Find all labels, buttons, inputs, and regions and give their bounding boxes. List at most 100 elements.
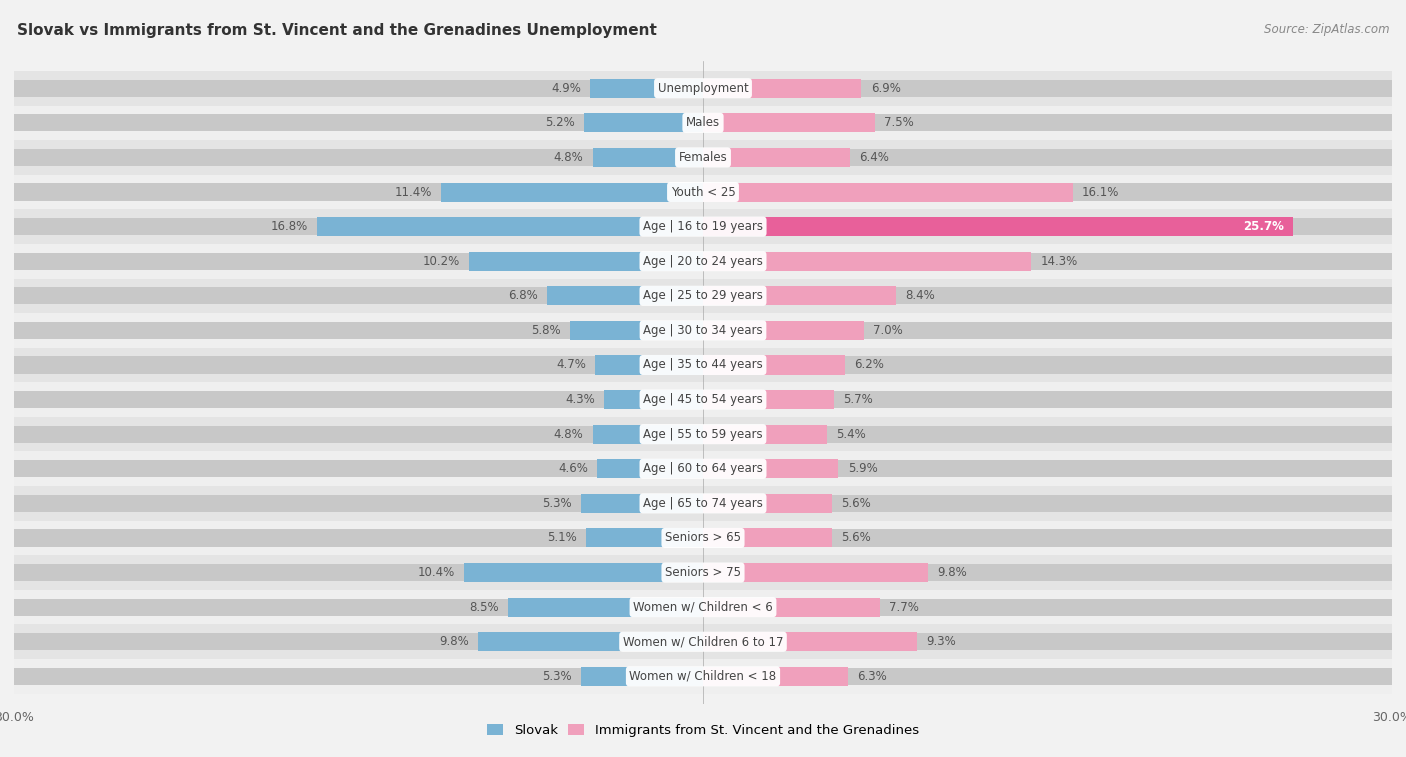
Bar	[703, 391, 1392, 408]
Bar	[14, 357, 703, 373]
Bar	[14, 218, 703, 235]
Bar	[583, 114, 703, 132]
Bar	[14, 486, 1392, 521]
Text: 9.3%: 9.3%	[925, 635, 956, 648]
Text: Age | 45 to 54 years: Age | 45 to 54 years	[643, 393, 763, 406]
Text: 5.2%: 5.2%	[544, 117, 575, 129]
Text: 10.4%: 10.4%	[418, 566, 456, 579]
Text: 8.5%: 8.5%	[470, 600, 499, 614]
Bar	[703, 251, 1032, 271]
Bar	[14, 382, 1392, 417]
Bar	[703, 460, 1392, 478]
Bar	[703, 356, 845, 375]
Text: 6.3%: 6.3%	[856, 670, 887, 683]
Bar	[508, 597, 703, 617]
Bar	[591, 79, 703, 98]
Bar	[14, 149, 703, 166]
Bar	[605, 390, 703, 409]
Text: 9.8%: 9.8%	[938, 566, 967, 579]
Bar	[703, 183, 1392, 201]
Bar	[586, 528, 703, 547]
Text: Males: Males	[686, 117, 720, 129]
Bar	[14, 183, 703, 201]
Bar	[14, 495, 703, 512]
Bar	[593, 148, 703, 167]
Text: 6.8%: 6.8%	[508, 289, 537, 302]
Bar	[703, 390, 834, 409]
Bar	[703, 529, 1392, 547]
Bar	[14, 105, 1392, 140]
Text: 25.7%: 25.7%	[1243, 220, 1284, 233]
Text: Age | 20 to 24 years: Age | 20 to 24 years	[643, 254, 763, 268]
Text: 5.3%: 5.3%	[543, 497, 572, 510]
Bar	[703, 459, 838, 478]
Bar	[14, 279, 1392, 313]
Text: 5.6%: 5.6%	[841, 497, 870, 510]
Bar	[703, 633, 1392, 650]
Bar	[703, 286, 896, 305]
Bar	[598, 459, 703, 478]
Bar	[14, 460, 703, 478]
Bar	[14, 555, 1392, 590]
Bar	[14, 140, 1392, 175]
Bar	[14, 347, 1392, 382]
Text: 6.4%: 6.4%	[859, 151, 889, 164]
Text: Slovak vs Immigrants from St. Vincent and the Grenadines Unemployment: Slovak vs Immigrants from St. Vincent an…	[17, 23, 657, 38]
Text: 6.9%: 6.9%	[870, 82, 900, 95]
Text: 4.3%: 4.3%	[565, 393, 595, 406]
Text: 4.8%: 4.8%	[554, 151, 583, 164]
Bar	[593, 425, 703, 444]
Bar	[14, 114, 703, 132]
Bar	[703, 322, 1392, 339]
Bar	[14, 529, 703, 547]
Text: Source: ZipAtlas.com: Source: ZipAtlas.com	[1264, 23, 1389, 36]
Bar	[441, 182, 703, 201]
Text: 4.9%: 4.9%	[551, 82, 581, 95]
Bar	[547, 286, 703, 305]
Bar	[703, 321, 863, 340]
Bar	[14, 659, 1392, 693]
Text: Women w/ Children < 18: Women w/ Children < 18	[630, 670, 776, 683]
Bar	[14, 391, 703, 408]
Bar	[703, 495, 1392, 512]
Text: 5.7%: 5.7%	[844, 393, 873, 406]
Bar	[581, 667, 703, 686]
Text: 5.3%: 5.3%	[543, 670, 572, 683]
Text: 5.8%: 5.8%	[531, 324, 561, 337]
Text: 5.9%: 5.9%	[848, 463, 877, 475]
Text: 4.7%: 4.7%	[555, 359, 586, 372]
Text: Age | 55 to 59 years: Age | 55 to 59 years	[643, 428, 763, 441]
Bar	[703, 79, 862, 98]
Text: Youth < 25: Youth < 25	[671, 185, 735, 198]
Bar	[478, 632, 703, 651]
Bar	[703, 668, 1392, 685]
Bar	[703, 357, 1392, 373]
Text: 16.8%: 16.8%	[271, 220, 308, 233]
Text: Age | 25 to 29 years: Age | 25 to 29 years	[643, 289, 763, 302]
Bar	[14, 564, 703, 581]
Bar	[464, 563, 703, 582]
Text: 5.6%: 5.6%	[841, 531, 870, 544]
Bar	[14, 322, 703, 339]
Bar	[703, 599, 1392, 615]
Bar	[703, 425, 827, 444]
Bar	[703, 253, 1392, 269]
Bar	[703, 114, 1392, 132]
Bar	[14, 425, 703, 443]
Text: 6.2%: 6.2%	[855, 359, 884, 372]
Bar	[703, 563, 928, 582]
Bar	[14, 244, 1392, 279]
Bar	[14, 253, 703, 269]
Text: 7.5%: 7.5%	[884, 117, 914, 129]
Bar	[14, 417, 1392, 451]
Text: Women w/ Children < 6: Women w/ Children < 6	[633, 600, 773, 614]
Text: Age | 35 to 44 years: Age | 35 to 44 years	[643, 359, 763, 372]
Text: 16.1%: 16.1%	[1083, 185, 1119, 198]
Text: Females: Females	[679, 151, 727, 164]
Bar	[14, 451, 1392, 486]
Text: Seniors > 75: Seniors > 75	[665, 566, 741, 579]
Bar	[468, 251, 703, 271]
Bar	[703, 632, 917, 651]
Text: Women w/ Children 6 to 17: Women w/ Children 6 to 17	[623, 635, 783, 648]
Text: 14.3%: 14.3%	[1040, 254, 1078, 268]
